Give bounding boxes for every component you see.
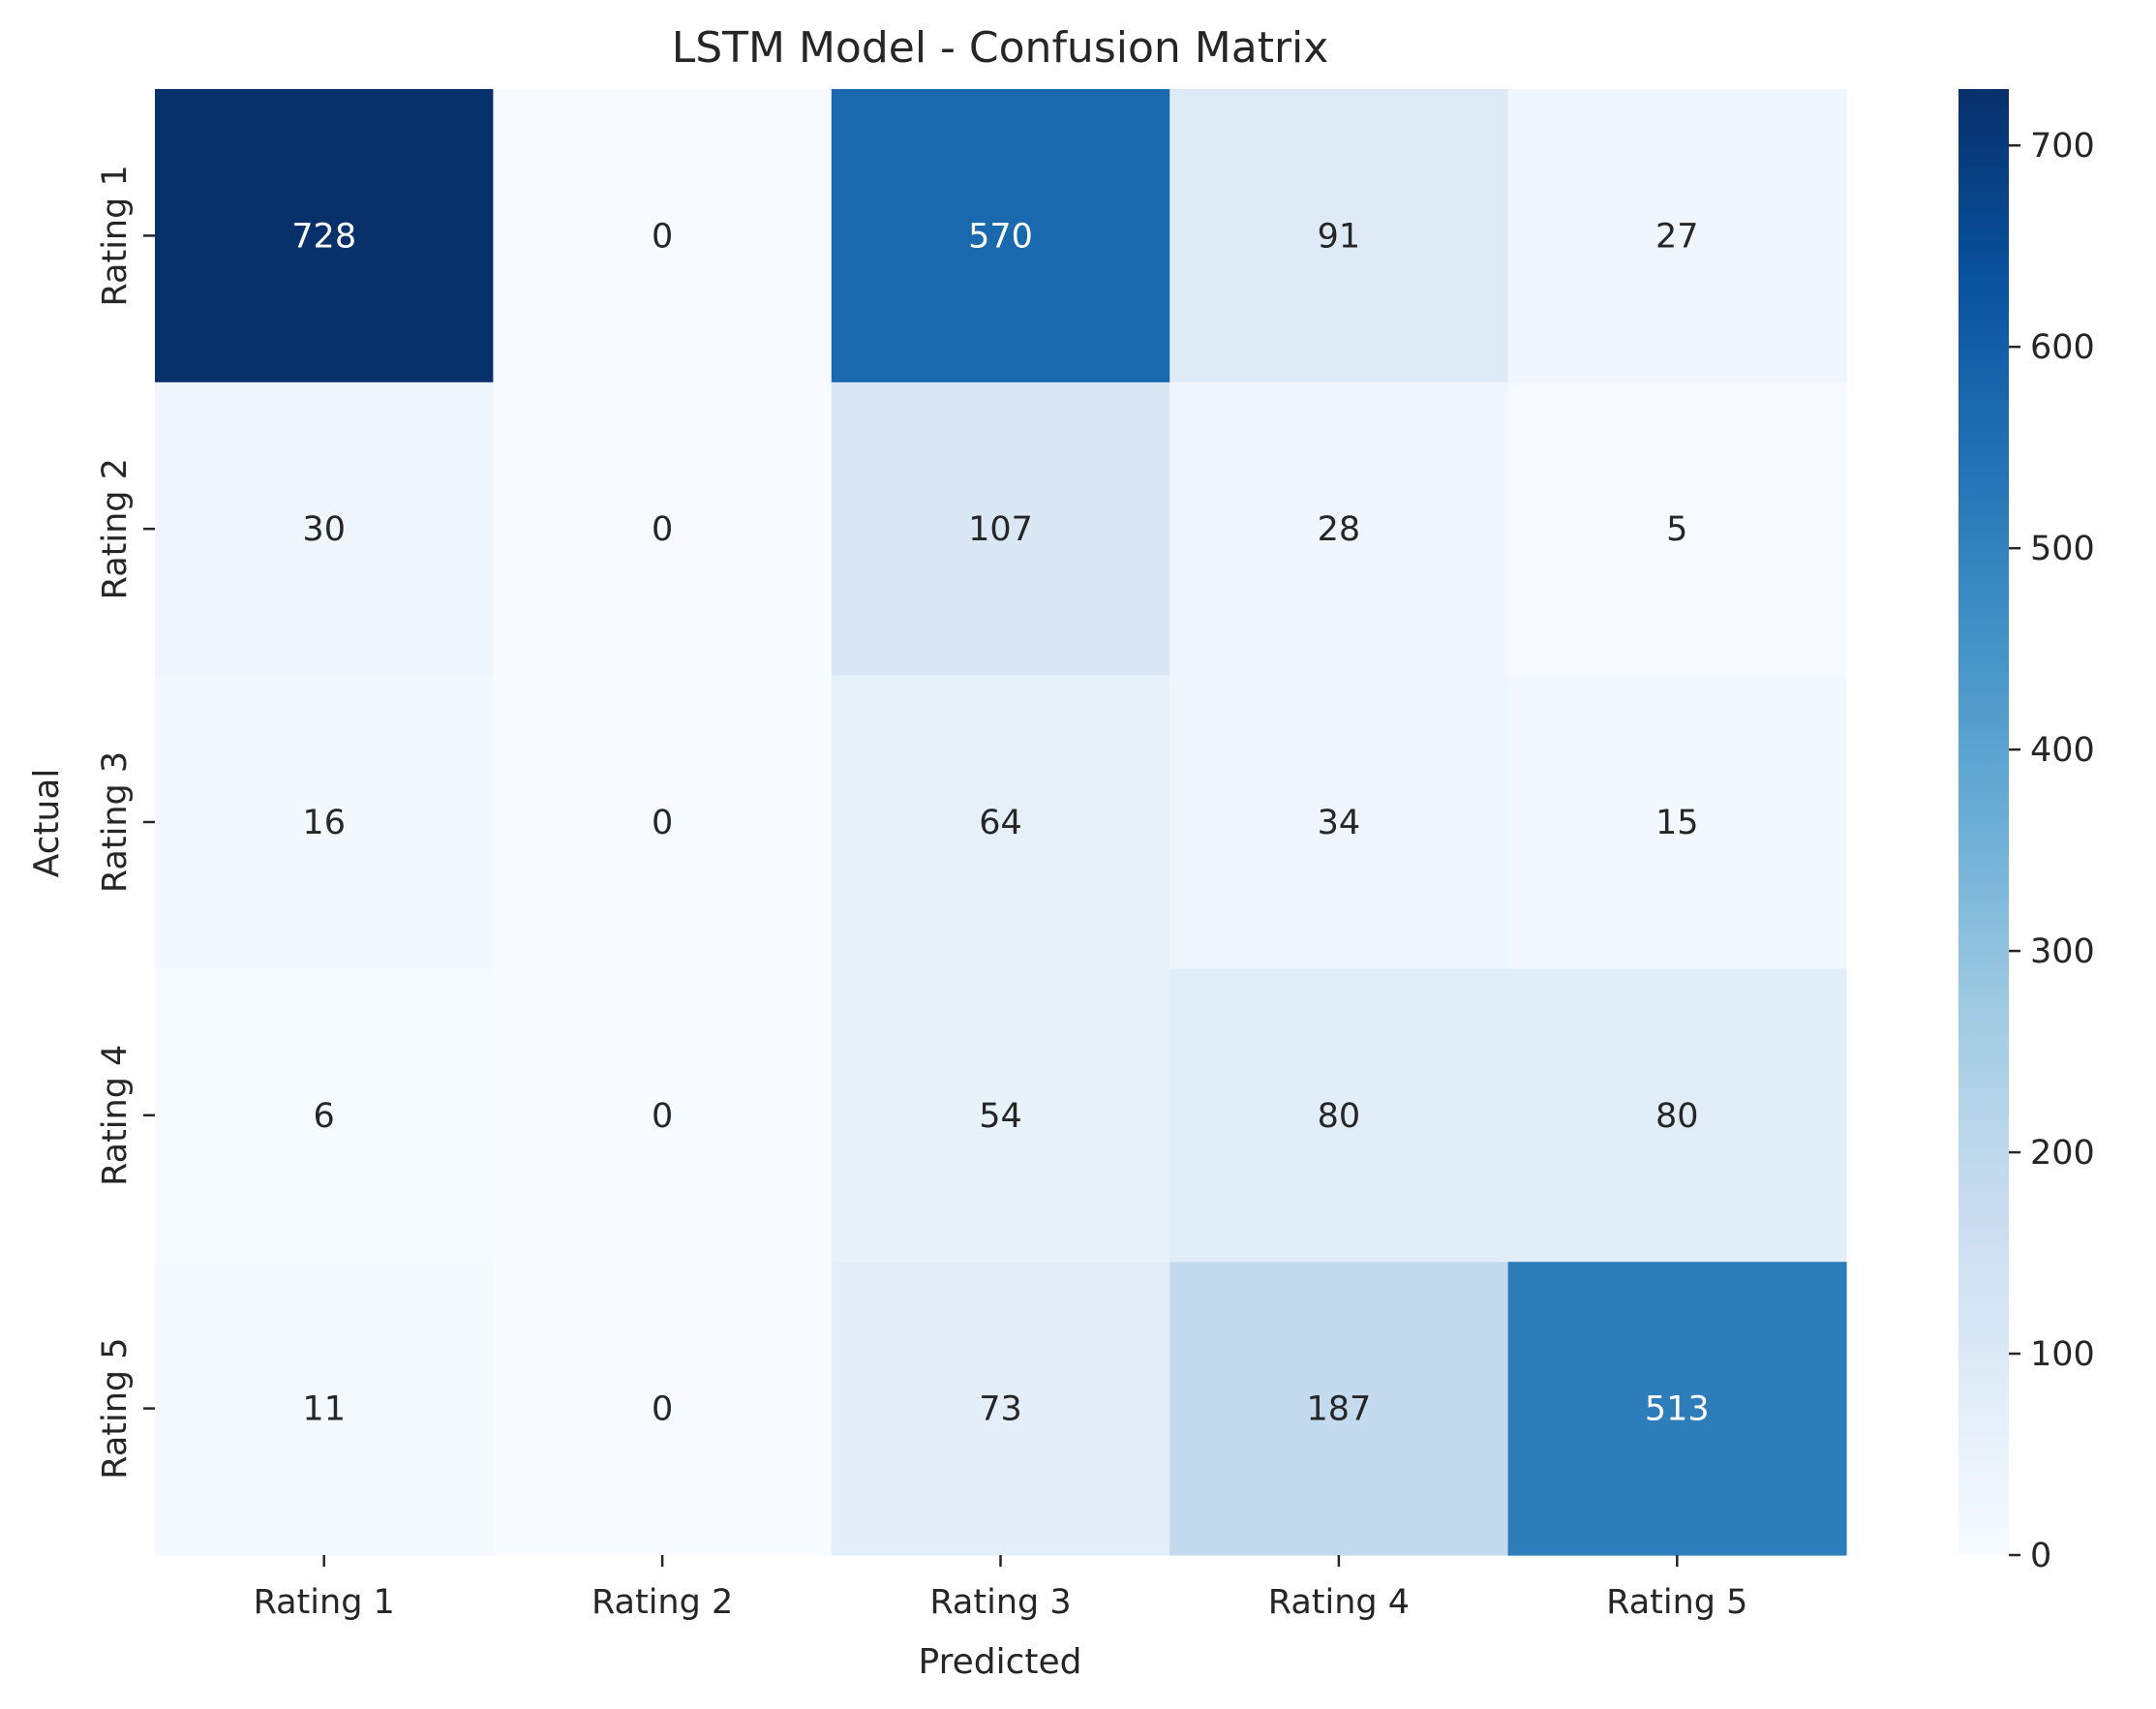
heatmap-cell	[1507, 968, 1847, 1263]
heatmap-cell	[831, 89, 1170, 383]
cell-value-label: 34	[1318, 804, 1361, 842]
heatmap-cell	[155, 675, 494, 969]
chart-title: LSTM Model - Confusion Matrix	[672, 23, 1329, 73]
cell-value-label: 11	[302, 1390, 346, 1429]
y-tick-label: Rating 3	[96, 751, 135, 893]
heatmap-cell	[1507, 675, 1847, 969]
colorbar-tick-label: 700	[2030, 127, 2095, 166]
heatmap-cell	[155, 1262, 494, 1556]
x-tick-label: Rating 2	[592, 1583, 733, 1622]
heatmap-cell	[1507, 89, 1847, 383]
heatmap-cell	[831, 968, 1170, 1263]
heatmap-cell	[155, 968, 494, 1263]
cell-value-label: 91	[1318, 217, 1361, 256]
cell-value-label: 30	[302, 510, 346, 549]
cell-value-label: 15	[1655, 804, 1699, 842]
y-tick-label: Rating 2	[96, 458, 135, 599]
heatmap-cell	[831, 675, 1170, 969]
colorbar-tick-label: 300	[2030, 932, 2095, 971]
colorbar-tick-label: 0	[2030, 1537, 2051, 1575]
colorbar	[1959, 89, 2009, 1555]
cell-value-label: 0	[652, 804, 673, 842]
heatmap-cell	[1507, 1262, 1847, 1556]
heatmap-cell	[1169, 1262, 1509, 1556]
x-tick-label: Rating 1	[254, 1583, 395, 1622]
heatmap-cell	[1507, 381, 1847, 677]
cell-value-label: 80	[1655, 1097, 1699, 1136]
cell-value-label: 64	[979, 804, 1022, 842]
cell-value-label: 187	[1306, 1390, 1371, 1429]
heatmap-cell	[1169, 381, 1509, 677]
cell-value-label: 27	[1655, 217, 1699, 256]
heatmap-cells: 728 0 570 91 27 30 0 107 28 5 16 0 64 34 15 6 0 54 80 80 11 0…	[155, 89, 1847, 1556]
y-tick-label: Rating 4	[96, 1045, 135, 1186]
heatmap-cell	[493, 381, 833, 677]
cell-value-label: 0	[652, 1390, 673, 1429]
y-axis-ticks: Rating 1 Rating 2 Rating 3 Rating 4 Rating 5	[96, 165, 155, 1480]
cell-value-label: 28	[1318, 510, 1361, 549]
cell-value-label: 6	[314, 1097, 335, 1136]
heatmap-cell	[831, 1262, 1170, 1556]
cell-value-label: 80	[1318, 1097, 1361, 1136]
x-axis-ticks: Rating 1 Rating 2 Rating 3 Rating 4 Rating 5	[254, 1555, 1747, 1622]
heatmap-cell	[493, 675, 833, 969]
heatmap-cell	[155, 381, 494, 677]
heatmap-cell	[1169, 968, 1509, 1263]
heatmap-cell	[1169, 675, 1509, 969]
x-tick-label: Rating 4	[1268, 1583, 1410, 1622]
heatmap-cell	[493, 1262, 833, 1556]
colorbar-tick-label: 200	[2030, 1134, 2095, 1173]
colorbar-tick-label: 500	[2030, 530, 2095, 568]
colorbar-tick-label: 400	[2030, 731, 2095, 770]
x-tick-label: Rating 5	[1606, 1583, 1747, 1622]
heatmap-cell	[155, 89, 494, 383]
cell-value-label: 54	[979, 1097, 1022, 1136]
cell-value-label: 5	[1666, 510, 1687, 549]
colorbar-ticks: 0 100 200 300 400 500 600 700	[2009, 127, 2095, 1575]
cell-value-label: 16	[302, 804, 346, 842]
cell-value-label: 0	[652, 1097, 673, 1136]
cell-value-label: 73	[979, 1390, 1022, 1429]
colorbar-tick-label: 600	[2030, 328, 2095, 367]
heatmap-cell	[1169, 89, 1509, 383]
heatmap-cell	[493, 968, 833, 1263]
heatmap-cell	[493, 89, 833, 383]
cell-value-label: 107	[968, 510, 1033, 549]
y-tick-label: Rating 1	[96, 165, 135, 306]
cell-value-label: 570	[968, 217, 1033, 256]
x-tick-label: Rating 3	[929, 1583, 1071, 1622]
cell-value-label: 513	[1645, 1390, 1710, 1429]
heatmap-cell	[831, 381, 1170, 677]
y-axis-label: Actual	[27, 769, 67, 878]
cell-value-label: 0	[652, 510, 673, 549]
cell-value-label: 0	[652, 217, 673, 256]
cell-value-label: 728	[291, 217, 356, 256]
colorbar-tick-label: 100	[2030, 1335, 2095, 1374]
y-tick-label: Rating 5	[96, 1337, 135, 1479]
x-axis-label: Predicted	[919, 1642, 1082, 1682]
